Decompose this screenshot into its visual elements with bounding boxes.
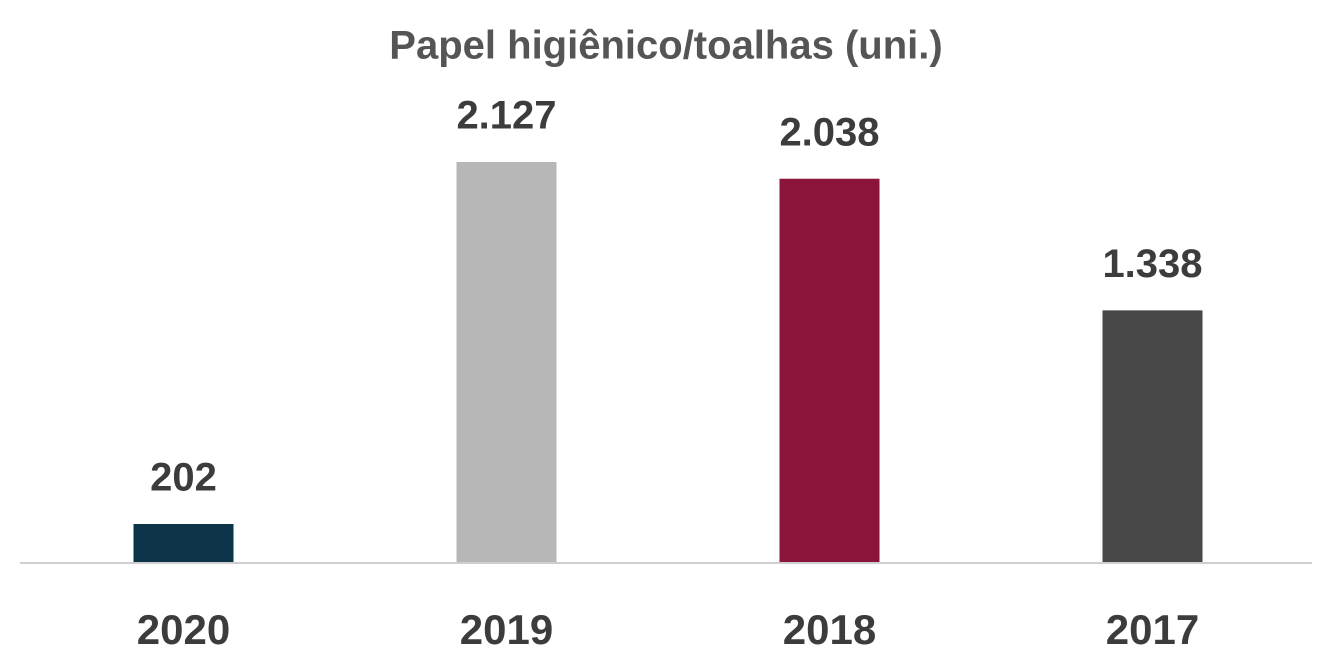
bar — [779, 178, 880, 562]
value-label: 202 — [150, 456, 217, 500]
bar — [133, 524, 234, 562]
value-label: 1.338 — [1102, 242, 1202, 286]
x-tick-label: 2017 — [1106, 606, 1199, 653]
x-tick-label: 2019 — [460, 606, 553, 653]
bar — [1102, 310, 1203, 562]
x-tick-label: 2018 — [783, 606, 876, 653]
x-tick-label: 2020 — [137, 606, 230, 653]
chart-title: Papel higiênico/toalhas (uni.) — [389, 24, 942, 68]
value-label: 2.127 — [456, 94, 556, 138]
value-label: 2.038 — [779, 110, 879, 154]
bar — [456, 162, 557, 562]
